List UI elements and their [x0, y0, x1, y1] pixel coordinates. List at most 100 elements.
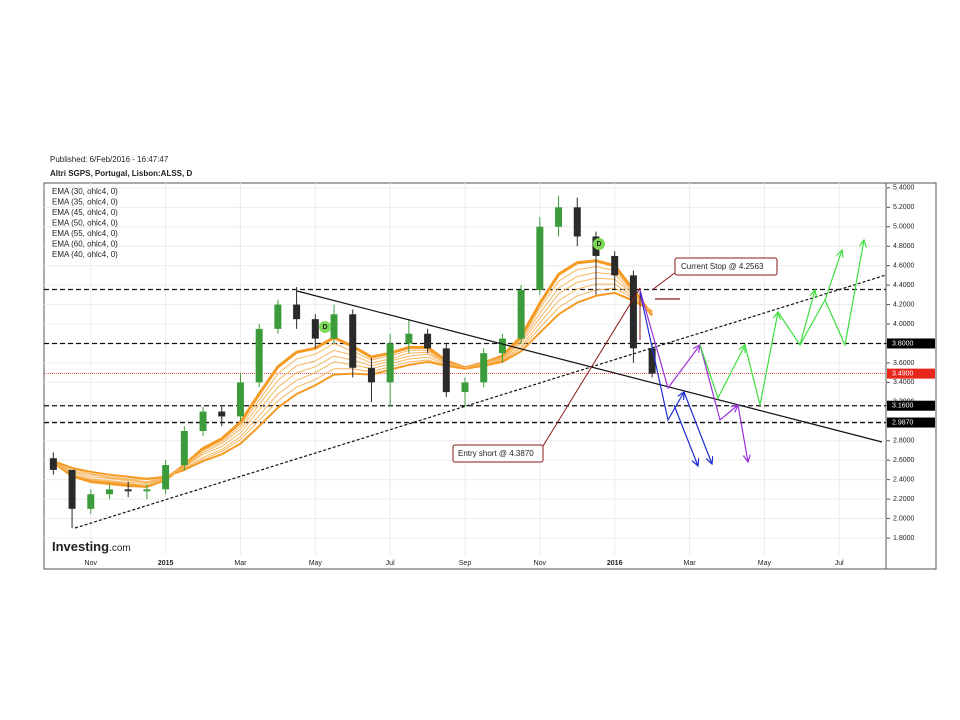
candle-body: [555, 207, 563, 227]
y-tick-label: 2.4000: [893, 476, 915, 483]
y-tick-label: 5.4000: [893, 185, 915, 192]
stop-pointer: [651, 271, 677, 291]
candle-body: [648, 348, 656, 374]
logo: Investing.com: [52, 539, 131, 554]
candle-body: [143, 489, 151, 492]
annotation-box: [674, 257, 778, 276]
candle-body: [349, 314, 357, 368]
candle-body: [218, 411, 226, 417]
legend-entry: EMA (30, ohlc4, 0): [52, 187, 118, 196]
candle-body: [293, 304, 301, 320]
candle-body: [87, 494, 95, 509]
symbol-title: Altri SGPS, Portugal, Lisbon:ALSS, D: [50, 169, 192, 178]
candle-body: [367, 367, 375, 383]
annotation: Entry short @ 4.3870: [458, 449, 534, 458]
candle-body: [536, 226, 544, 290]
x-tick-label: Mar: [684, 560, 697, 567]
legend-entry: EMA (35, ohlc4, 0): [52, 198, 118, 207]
price-marker: [887, 400, 935, 411]
entry-pointer: [542, 287, 641, 447]
candle-body: [255, 328, 263, 383]
ema-line: [53, 277, 653, 483]
x-tick-label: Nov: [534, 560, 547, 567]
y-tick-label: 2.8000: [893, 438, 915, 445]
drawings: Current Stop @ 4.2563 Entry short @ 4.38…: [74, 238, 887, 529]
projection-arrow: [777, 290, 815, 347]
projection-arrow: [824, 240, 864, 348]
signal-badge: [593, 238, 605, 250]
frame: [43, 182, 937, 570]
candle-body: [461, 382, 469, 393]
projection-arrow: [737, 404, 748, 462]
y-tick-label: 4.6000: [893, 263, 915, 270]
projection-arrow: [639, 291, 684, 422]
logo-suffix: .com: [109, 543, 131, 554]
price-marker-label: 3.8000: [892, 340, 914, 347]
y-tick-label: 5.0000: [893, 224, 915, 231]
x-tick-label: Jul: [835, 560, 844, 567]
y-tick-label: 4.8000: [893, 243, 915, 250]
x-tick-label: Mar: [234, 560, 247, 567]
candle-body: [498, 338, 506, 354]
y-tick-label: 5.2000: [893, 204, 915, 211]
x-tick-label: 2016: [607, 560, 623, 567]
projection-arrow: [799, 250, 842, 346]
candle-body: [629, 275, 637, 349]
projection-arrow: [699, 344, 738, 422]
y-tick-label: 3.4000: [893, 379, 915, 386]
candle-body: [124, 489, 132, 492]
candle-body: [442, 348, 450, 393]
annotation: Current Stop @ 4.2563: [681, 262, 764, 271]
y-tick-label: 4.2000: [893, 301, 915, 308]
y-tick-label: 2.0000: [893, 515, 915, 522]
candle-body: [611, 255, 619, 276]
price-marker: [887, 368, 935, 379]
y-tick-label: 2.2000: [893, 496, 915, 503]
x-tick-label: May: [758, 560, 772, 567]
logo-name: Investing: [52, 539, 109, 554]
uptrend-line: [74, 274, 887, 529]
y-tick-label: 1.8000: [893, 535, 915, 542]
candle-body: [386, 343, 394, 383]
projection-arrow: [699, 345, 745, 400]
x-tick-label: Sep: [459, 560, 472, 567]
candle-body: [330, 314, 338, 339]
legend-entry: EMA (55, ohlc4, 0): [52, 229, 118, 238]
projection-arrow: [673, 404, 698, 466]
candle-body: [480, 353, 488, 383]
candle-body: [517, 289, 525, 339]
signal-label: D: [596, 241, 601, 248]
candle-body: [199, 411, 207, 431]
y-tick-label: 2.6000: [893, 457, 915, 464]
candle-body: [162, 465, 170, 490]
price-marker-label: 2.9870: [892, 419, 914, 426]
candle-body: [311, 319, 319, 339]
price-marker-label: 3.1600: [892, 403, 914, 410]
signal-badge: [319, 321, 331, 333]
candle-body: [424, 333, 432, 349]
x-tick-label: Jul: [386, 560, 395, 567]
projection-arrow: [639, 289, 700, 390]
x-tick-label: 2015: [158, 560, 174, 567]
price-marker: [887, 417, 935, 428]
price-marker-label: 3.4900: [892, 370, 914, 377]
candle-body: [49, 458, 57, 470]
plot: 1.80002.00002.20002.40002.60002.80003.00…: [44, 183, 935, 567]
x-tick-label: Nov: [85, 560, 98, 567]
candle-body: [573, 207, 581, 237]
x-tick-label: May: [309, 560, 323, 567]
y-tick-label: 4.4000: [893, 282, 915, 289]
candle-body: [68, 469, 76, 509]
candle-body: [180, 431, 188, 466]
price-marker: [887, 338, 935, 349]
y-tick-label: 3.6000: [893, 360, 915, 367]
annotation-box: [452, 444, 544, 463]
legend-entry: EMA (60, ohlc4, 0): [52, 240, 118, 249]
published: Published: 6/Feb/2016 - 16:47:47: [50, 155, 169, 164]
candle-body: [236, 382, 244, 417]
signal-label: D: [322, 324, 327, 331]
legend-entry: EMA (40, ohlc4, 0): [52, 250, 118, 259]
downtrend-line: [296, 290, 883, 443]
candle-body: [105, 489, 113, 495]
